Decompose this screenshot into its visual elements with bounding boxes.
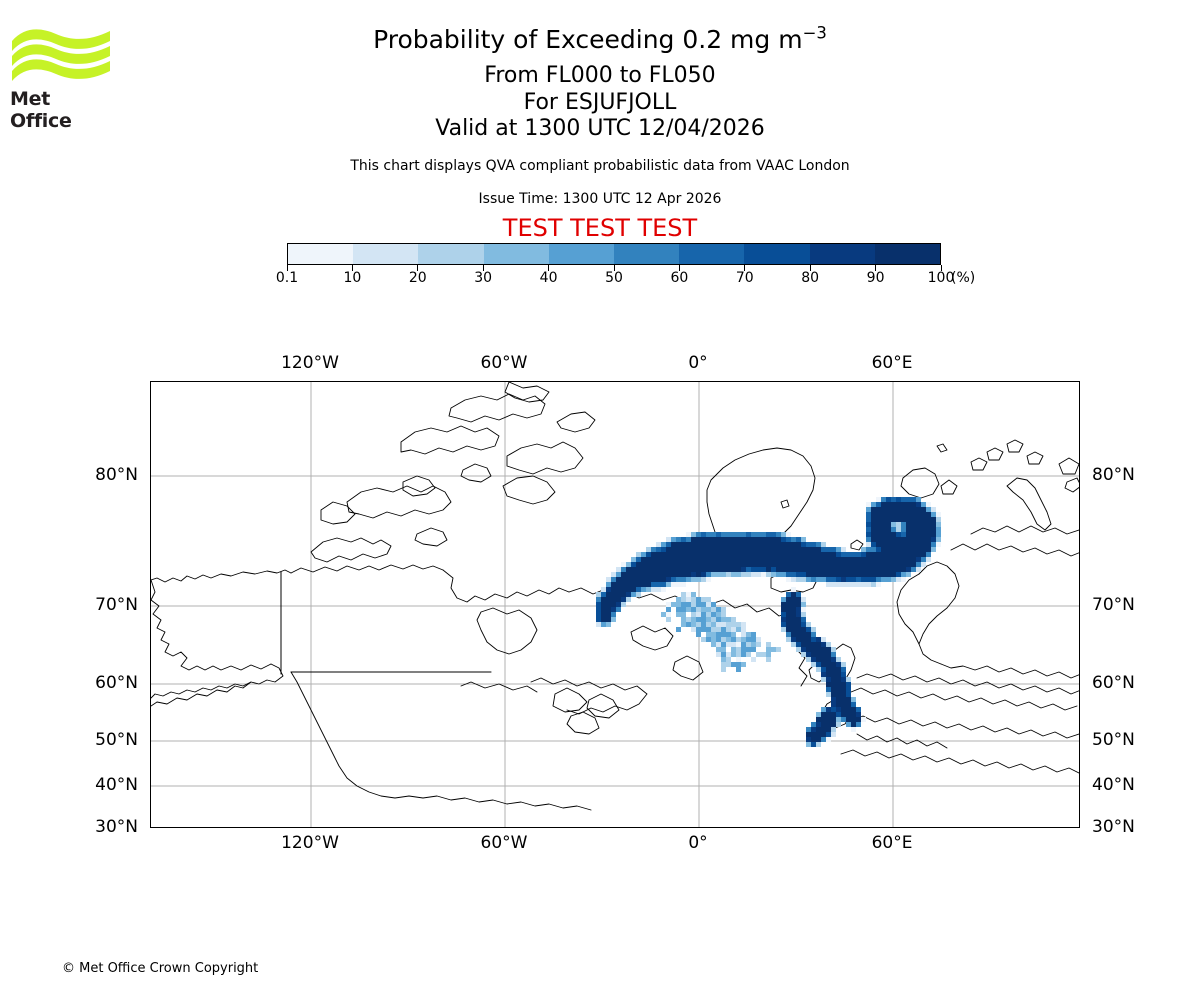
page-title-exponent: −3 bbox=[802, 23, 827, 43]
colorbar-band-7 bbox=[744, 244, 810, 264]
colorbar-band-1 bbox=[353, 244, 419, 264]
lon-label-top-60: 60°E bbox=[871, 353, 913, 373]
colorbar-tick-100 bbox=[940, 265, 942, 271]
colorbar-tick-80 bbox=[809, 265, 811, 271]
colorbar-band-9 bbox=[874, 244, 941, 264]
lon-label-bottom--60: 60°W bbox=[480, 833, 528, 853]
lat-label-right-50: 50°N bbox=[1092, 730, 1135, 750]
colorbar-unit-label: (%) bbox=[951, 270, 976, 286]
map-gridlines bbox=[151, 382, 1079, 827]
met-office-logo: Met Office bbox=[10, 25, 115, 132]
copyright-text: © Met Office Crown Copyright bbox=[62, 961, 259, 976]
colorbar-label-100: 100 bbox=[927, 270, 955, 286]
colorbar-label-70: 70 bbox=[735, 270, 754, 286]
lat-label-right-60: 60°N bbox=[1092, 673, 1135, 693]
ash-probability-field bbox=[596, 497, 941, 747]
colorbar-label-60: 60 bbox=[670, 270, 689, 286]
colorbar-tick-30 bbox=[482, 265, 484, 271]
colorbar-tick-70 bbox=[744, 265, 746, 271]
colorbar-label-0.1: 0.1 bbox=[275, 270, 299, 286]
colorbar-label-20: 20 bbox=[408, 270, 427, 286]
map-coastlines bbox=[151, 382, 1079, 811]
lat-label-left-30: 30°N bbox=[95, 817, 138, 837]
map-frame bbox=[150, 381, 1080, 828]
colorbar-band-2 bbox=[418, 244, 484, 264]
colorbar-tick-20 bbox=[417, 265, 419, 271]
compliance-note: This chart displays QVA compliant probab… bbox=[350, 158, 850, 174]
lat-label-right-80: 80°N bbox=[1092, 465, 1135, 485]
colorbar-band-8 bbox=[809, 244, 875, 264]
colorbar-tick-labels: 0.1 10 20 30 40 50 60 70 80 90 100 bbox=[276, 270, 955, 288]
colorbar-tick-50 bbox=[613, 265, 615, 271]
page-title: Probability of Exceeding 0.2 mg m−3 bbox=[0, 25, 1200, 55]
lat-label-right-30: 30°N bbox=[1092, 817, 1135, 837]
colorbar-gradient bbox=[287, 243, 941, 265]
colorbar-band-3 bbox=[483, 244, 549, 264]
probability-colorbar: 0.1 10 20 30 40 50 60 70 80 90 100 (%) bbox=[276, 243, 975, 286]
colorbar-tick-40 bbox=[548, 265, 550, 271]
lat-label-right-40: 40°N bbox=[1092, 775, 1135, 795]
met-office-waves-icon bbox=[12, 29, 110, 81]
lat-label-right-70: 70°N bbox=[1092, 595, 1135, 615]
colorbar-label-40: 40 bbox=[539, 270, 558, 286]
colorbar-band-5 bbox=[614, 244, 680, 264]
lon-label-top--60: 60°W bbox=[480, 353, 528, 373]
colorbar-label-10: 10 bbox=[343, 270, 362, 286]
test-banner: TEST TEST TEST bbox=[502, 214, 698, 242]
lat-label-left-70: 70°N bbox=[95, 595, 138, 615]
colorbar-label-30: 30 bbox=[474, 270, 493, 286]
map-canvas bbox=[151, 382, 1079, 827]
lon-label-bottom-0: 0° bbox=[688, 833, 708, 853]
issue-time: Issue Time: 1300 UTC 12 Apr 2026 bbox=[478, 191, 722, 207]
lon-label-bottom-60: 60°E bbox=[871, 833, 913, 853]
colorbar-band-0 bbox=[288, 244, 354, 264]
colorbar-label-80: 80 bbox=[801, 270, 820, 286]
colorbar-tick-0.1 bbox=[286, 265, 288, 271]
lat-label-left-40: 40°N bbox=[95, 775, 138, 795]
colorbar-tick-90 bbox=[875, 265, 877, 271]
lon-label-bottom--120: 120°W bbox=[281, 833, 339, 853]
map-plot-area: 120°W 120°W 60°W 60°W 0° 0° 60°E 60°E 80°N 80°N 70… bbox=[95, 353, 1135, 853]
colorbar-tick-60 bbox=[678, 265, 680, 271]
lat-label-left-50: 50°N bbox=[95, 730, 138, 750]
colorbar-label-90: 90 bbox=[866, 270, 885, 286]
colorbar-ticks bbox=[286, 265, 942, 271]
volcano-subtitle: For ESJUFJOLL bbox=[523, 90, 677, 115]
colorbar-tick-10 bbox=[351, 265, 353, 271]
lat-label-left-60: 60°N bbox=[95, 673, 138, 693]
page-title-text: Probability of Exceeding 0.2 mg m bbox=[373, 25, 803, 54]
valid-time-subtitle: Valid at 1300 UTC 12/04/2026 bbox=[435, 116, 765, 141]
lon-label-top--120: 120°W bbox=[281, 353, 339, 373]
met-office-logo-text: Met Office bbox=[10, 88, 72, 132]
lat-label-left-80: 80°N bbox=[95, 465, 138, 485]
colorbar-band-4 bbox=[548, 244, 615, 264]
lon-label-top-0: 0° bbox=[688, 353, 708, 373]
colorbar-label-50: 50 bbox=[605, 270, 623, 286]
colorbar-band-6 bbox=[679, 244, 745, 264]
flight-level-subtitle: From FL000 to FL050 bbox=[484, 63, 716, 88]
